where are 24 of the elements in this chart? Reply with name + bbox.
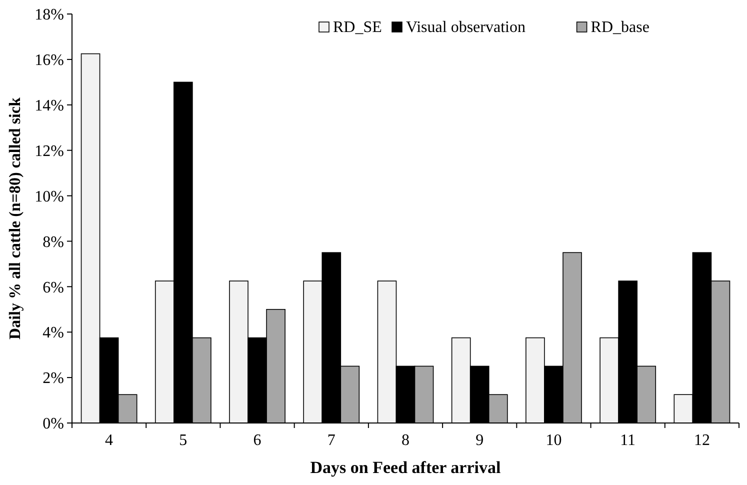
x-tick-label: 11 bbox=[620, 432, 636, 449]
x-tick-label: 7 bbox=[327, 432, 336, 449]
y-tick-label: 14% bbox=[34, 97, 64, 114]
y-tick-label: 12% bbox=[34, 142, 64, 160]
x-tick-label: 9 bbox=[476, 432, 484, 449]
y-tick-label: 16% bbox=[34, 52, 64, 70]
x-tick-label: 10 bbox=[546, 432, 562, 449]
y-tick-label: 4% bbox=[42, 324, 64, 342]
y-tick-label: 8% bbox=[42, 234, 64, 251]
y-tick-label: 0% bbox=[42, 416, 64, 433]
legend-label: RD_SE bbox=[333, 19, 382, 36]
y-tick-label: 10% bbox=[34, 188, 64, 206]
legend-label: RD_base bbox=[590, 19, 650, 36]
y-tick-label: 18% bbox=[34, 6, 64, 24]
y-axis-title: Daily % all cattle (n=80) called sick bbox=[7, 97, 24, 340]
x-tick-label: 8 bbox=[402, 432, 410, 449]
x-tick-label: 12 bbox=[694, 432, 710, 449]
y-tick-label: 6% bbox=[42, 279, 64, 296]
x-tick-label: 4 bbox=[105, 432, 114, 449]
legend-label: Visual observation bbox=[406, 19, 526, 36]
x-tick-label: 6 bbox=[253, 432, 262, 449]
y-tick-label: 2% bbox=[42, 370, 64, 388]
x-axis-title: Days on Feed after arrival bbox=[310, 458, 501, 477]
x-tick-label: 5 bbox=[179, 432, 188, 449]
